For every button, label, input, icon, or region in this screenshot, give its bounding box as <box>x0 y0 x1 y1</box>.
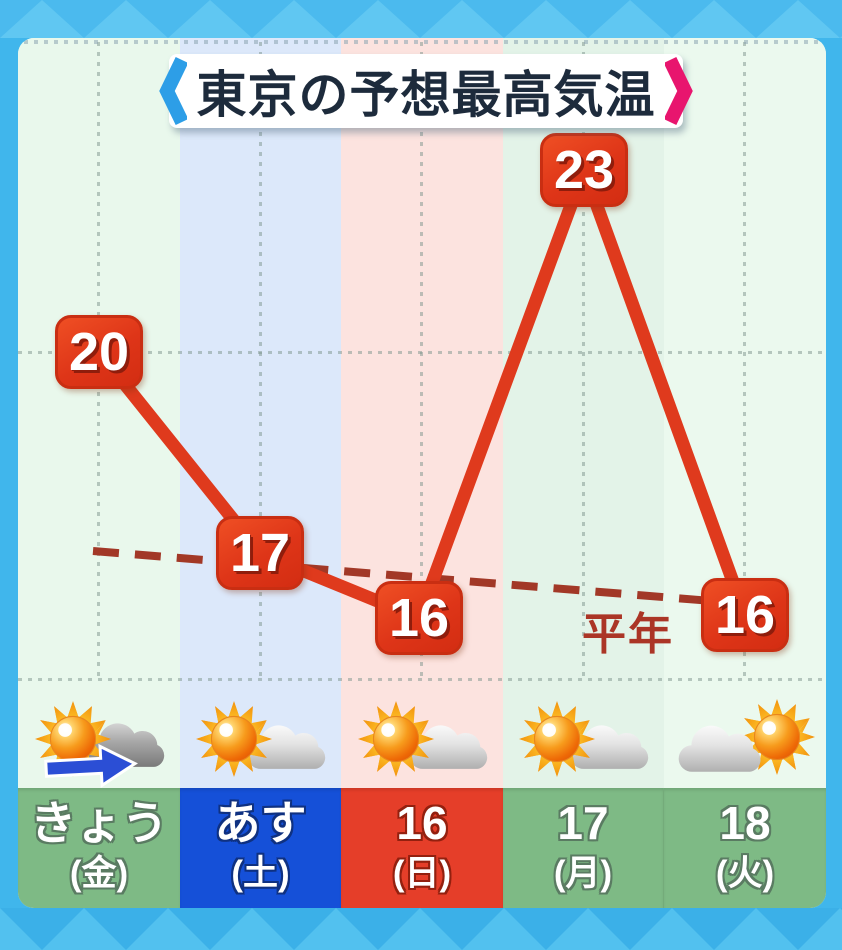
day-cell: 17 (月) <box>503 788 664 908</box>
temp-label: 16 <box>701 578 789 652</box>
left-bracket-icon <box>159 56 187 126</box>
title-banner: 東京の予想最高気温 <box>159 54 693 128</box>
day-cell: 18 (火) <box>664 788 826 908</box>
day-name: きょう <box>30 797 168 849</box>
chart-panel: 20 17 16 23 16 平年 きょう <box>18 38 826 908</box>
average-line <box>92 547 713 605</box>
day-cell: きょう (金) <box>18 788 180 908</box>
day-weekday: (月) <box>553 854 613 893</box>
vertical-gridline <box>582 42 585 679</box>
day-name: 18 <box>719 797 771 849</box>
day-weekday: (土) <box>231 854 290 893</box>
cloud-sun-icon <box>675 698 815 776</box>
vertical-gridline <box>259 42 262 679</box>
right-bracket-icon <box>665 56 693 126</box>
day-name: 16 <box>396 797 448 849</box>
day-weekday: (金) <box>69 854 129 893</box>
frame-top-pattern <box>0 0 842 38</box>
temp-label: 16 <box>375 581 463 655</box>
temp-label: 23 <box>540 133 628 207</box>
panel-top-dotted-edge <box>24 40 820 44</box>
frame-bottom-pattern <box>0 908 842 950</box>
day-name: 17 <box>557 797 609 849</box>
average-label: 平年 <box>582 610 674 659</box>
sun-cloud-arrow-icon <box>34 700 169 789</box>
temperature-line-chart <box>92 163 752 625</box>
horizontal-gridline <box>18 351 826 354</box>
sun-cloud-icon <box>357 700 492 778</box>
day-weekday: (日) <box>392 854 452 893</box>
sun-cloud-icon <box>195 700 330 778</box>
title-banner-box: 東京の予想最高気温 <box>169 54 683 128</box>
horizontal-gridline <box>18 678 826 681</box>
transition-arrow-icon <box>44 743 138 789</box>
temp-label: 17 <box>216 516 304 590</box>
page-title: 東京の予想最高気温 <box>196 67 656 123</box>
vertical-gridline <box>420 42 423 679</box>
temp-label: 20 <box>55 315 143 389</box>
sun-cloud-icon <box>518 700 653 778</box>
day-cell: 16 (日) <box>341 788 503 908</box>
day-weekday: (火) <box>715 854 775 893</box>
forecast-line <box>93 163 752 625</box>
day-cell: あす (土) <box>180 788 341 908</box>
vertical-gridline <box>743 42 746 679</box>
day-name: あす <box>214 797 307 849</box>
